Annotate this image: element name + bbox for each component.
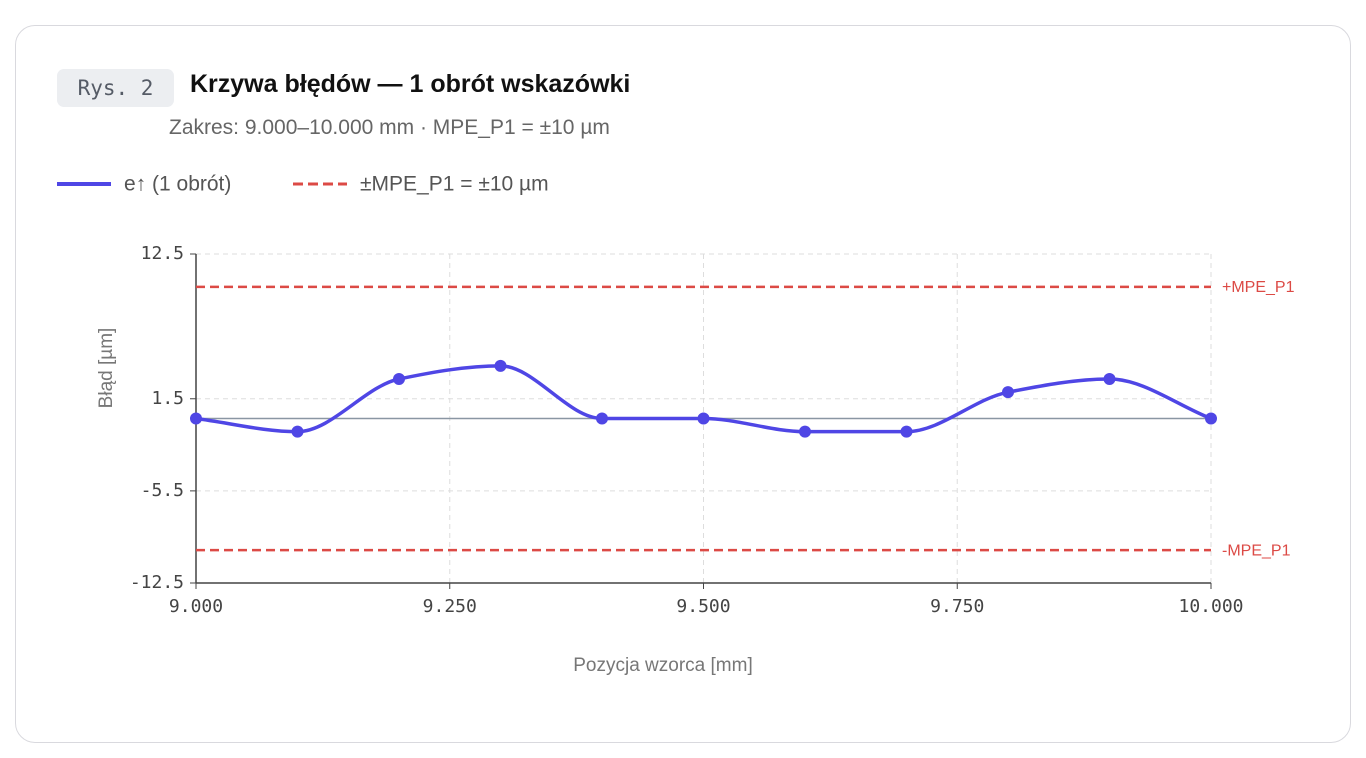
legend-label: e↑ (1 obrót) bbox=[124, 173, 231, 196]
x-tick-label: 9.750 bbox=[930, 596, 984, 617]
data-point bbox=[1103, 373, 1116, 386]
card bbox=[15, 25, 1351, 743]
data-point bbox=[190, 412, 202, 425]
reference-label: -MPE_P1 bbox=[1222, 542, 1291, 559]
y-tick-label: -5.5 bbox=[141, 480, 184, 501]
y-axis-label: Błąd [µm] bbox=[96, 328, 117, 409]
data-point bbox=[697, 412, 710, 425]
data-point bbox=[799, 425, 811, 438]
data-point bbox=[393, 373, 405, 386]
reference-label: +MPE_P1 bbox=[1222, 279, 1295, 296]
x-tick-label: 9.000 bbox=[169, 596, 223, 617]
x-tick-label: 10.000 bbox=[1178, 596, 1243, 617]
chart-title: Krzywa błędów — 1 obrót wskazówki bbox=[190, 70, 631, 98]
legend-label: ±MPE_P1 = ±10 µm bbox=[360, 173, 549, 196]
data-point bbox=[494, 359, 507, 372]
figure-badge: Rys. 2 bbox=[57, 69, 174, 107]
chart-subtitle: Zakres: 9.000–10.000 mm · MPE_P1 = ±10 µ… bbox=[169, 116, 610, 139]
data-point bbox=[1002, 386, 1014, 399]
y-tick-label: 12.5 bbox=[141, 243, 184, 264]
x-axis-label: Pozycja wzorca [mm] bbox=[573, 655, 752, 676]
data-point bbox=[596, 412, 608, 425]
x-tick-label: 9.500 bbox=[676, 596, 730, 617]
data-point bbox=[900, 425, 913, 438]
data-point bbox=[1205, 412, 1217, 425]
data-point bbox=[291, 425, 304, 438]
y-tick-label: -12.5 bbox=[130, 572, 184, 593]
x-tick-label: 9.250 bbox=[423, 596, 477, 617]
y-tick-label: 1.5 bbox=[151, 388, 184, 409]
